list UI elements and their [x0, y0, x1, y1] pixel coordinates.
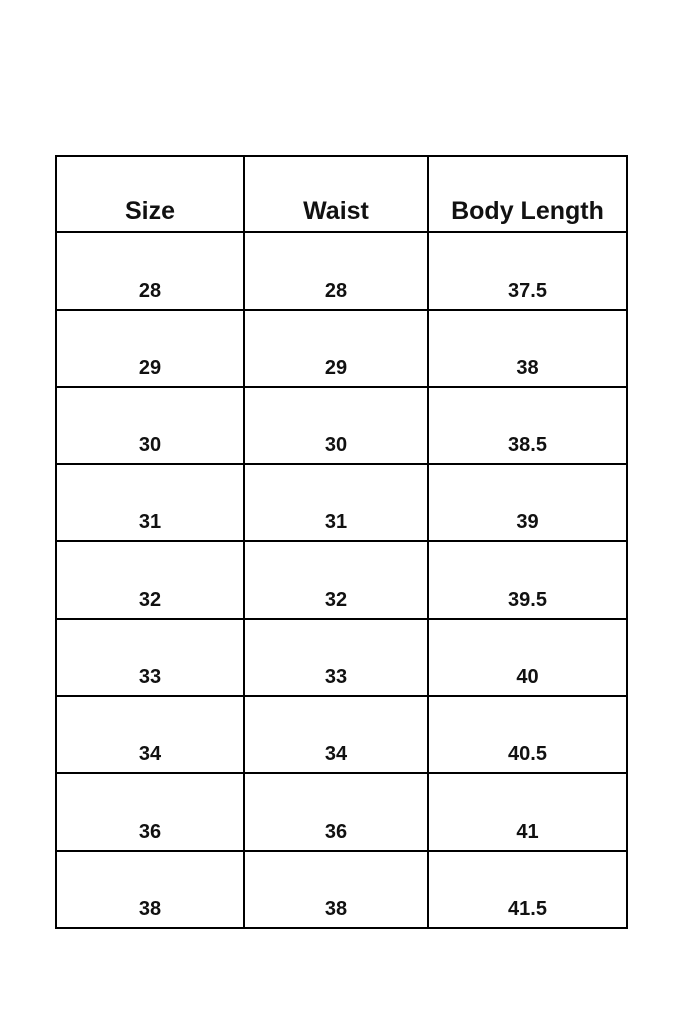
body-length-cell: 40.5: [427, 695, 628, 775]
size-cell: 30: [55, 385, 245, 466]
size-cell: 34: [55, 695, 245, 775]
body-length-cell: 37.5: [427, 231, 628, 311]
table-row: 31 31 39: [55, 463, 628, 543]
waist-cell: 31: [243, 463, 429, 543]
size-cell: 36: [55, 772, 245, 852]
size-cell: 32: [55, 540, 245, 620]
table-row: 29 29 38: [55, 308, 628, 388]
body-length-cell: 41: [427, 772, 628, 852]
header-row: Size Waist Body Length: [55, 154, 628, 234]
size-cell: 28: [55, 231, 245, 311]
table-row: 36 36 41: [55, 772, 628, 852]
table-row: 38 38 41.5: [55, 849, 628, 929]
waist-cell: 36: [243, 772, 429, 852]
body-length-cell: 38.5: [427, 385, 628, 466]
body-length-cell: 40: [427, 617, 628, 698]
header-body-length: Body Length: [427, 154, 628, 234]
table-row: 33 33 40: [55, 617, 628, 698]
waist-cell: 28: [243, 231, 429, 311]
table-row: 28 28 37.5: [55, 231, 628, 311]
header-waist: Waist: [243, 154, 429, 234]
body-length-cell: 39.5: [427, 540, 628, 620]
waist-cell: 32: [243, 540, 429, 620]
waist-cell: 29: [243, 308, 429, 388]
table-row: 34 34 40.5: [55, 695, 628, 775]
size-cell: 29: [55, 308, 245, 388]
table-row: 30 30 38.5: [55, 385, 628, 466]
body-length-cell: 41.5: [427, 849, 628, 929]
size-cell: 33: [55, 617, 245, 698]
waist-cell: 38: [243, 849, 429, 929]
table-row: 32 32 39.5: [55, 540, 628, 620]
waist-cell: 30: [243, 385, 429, 466]
size-cell: 31: [55, 463, 245, 543]
waist-cell: 34: [243, 695, 429, 775]
header-size: Size: [55, 154, 245, 234]
size-cell: 38: [55, 849, 245, 929]
waist-cell: 33: [243, 617, 429, 698]
size-chart-table: Size Waist Body Length 28 28 37.5 29 29 38 30 3…: [55, 154, 628, 929]
body-length-cell: 39: [427, 463, 628, 543]
body-length-cell: 38: [427, 308, 628, 388]
